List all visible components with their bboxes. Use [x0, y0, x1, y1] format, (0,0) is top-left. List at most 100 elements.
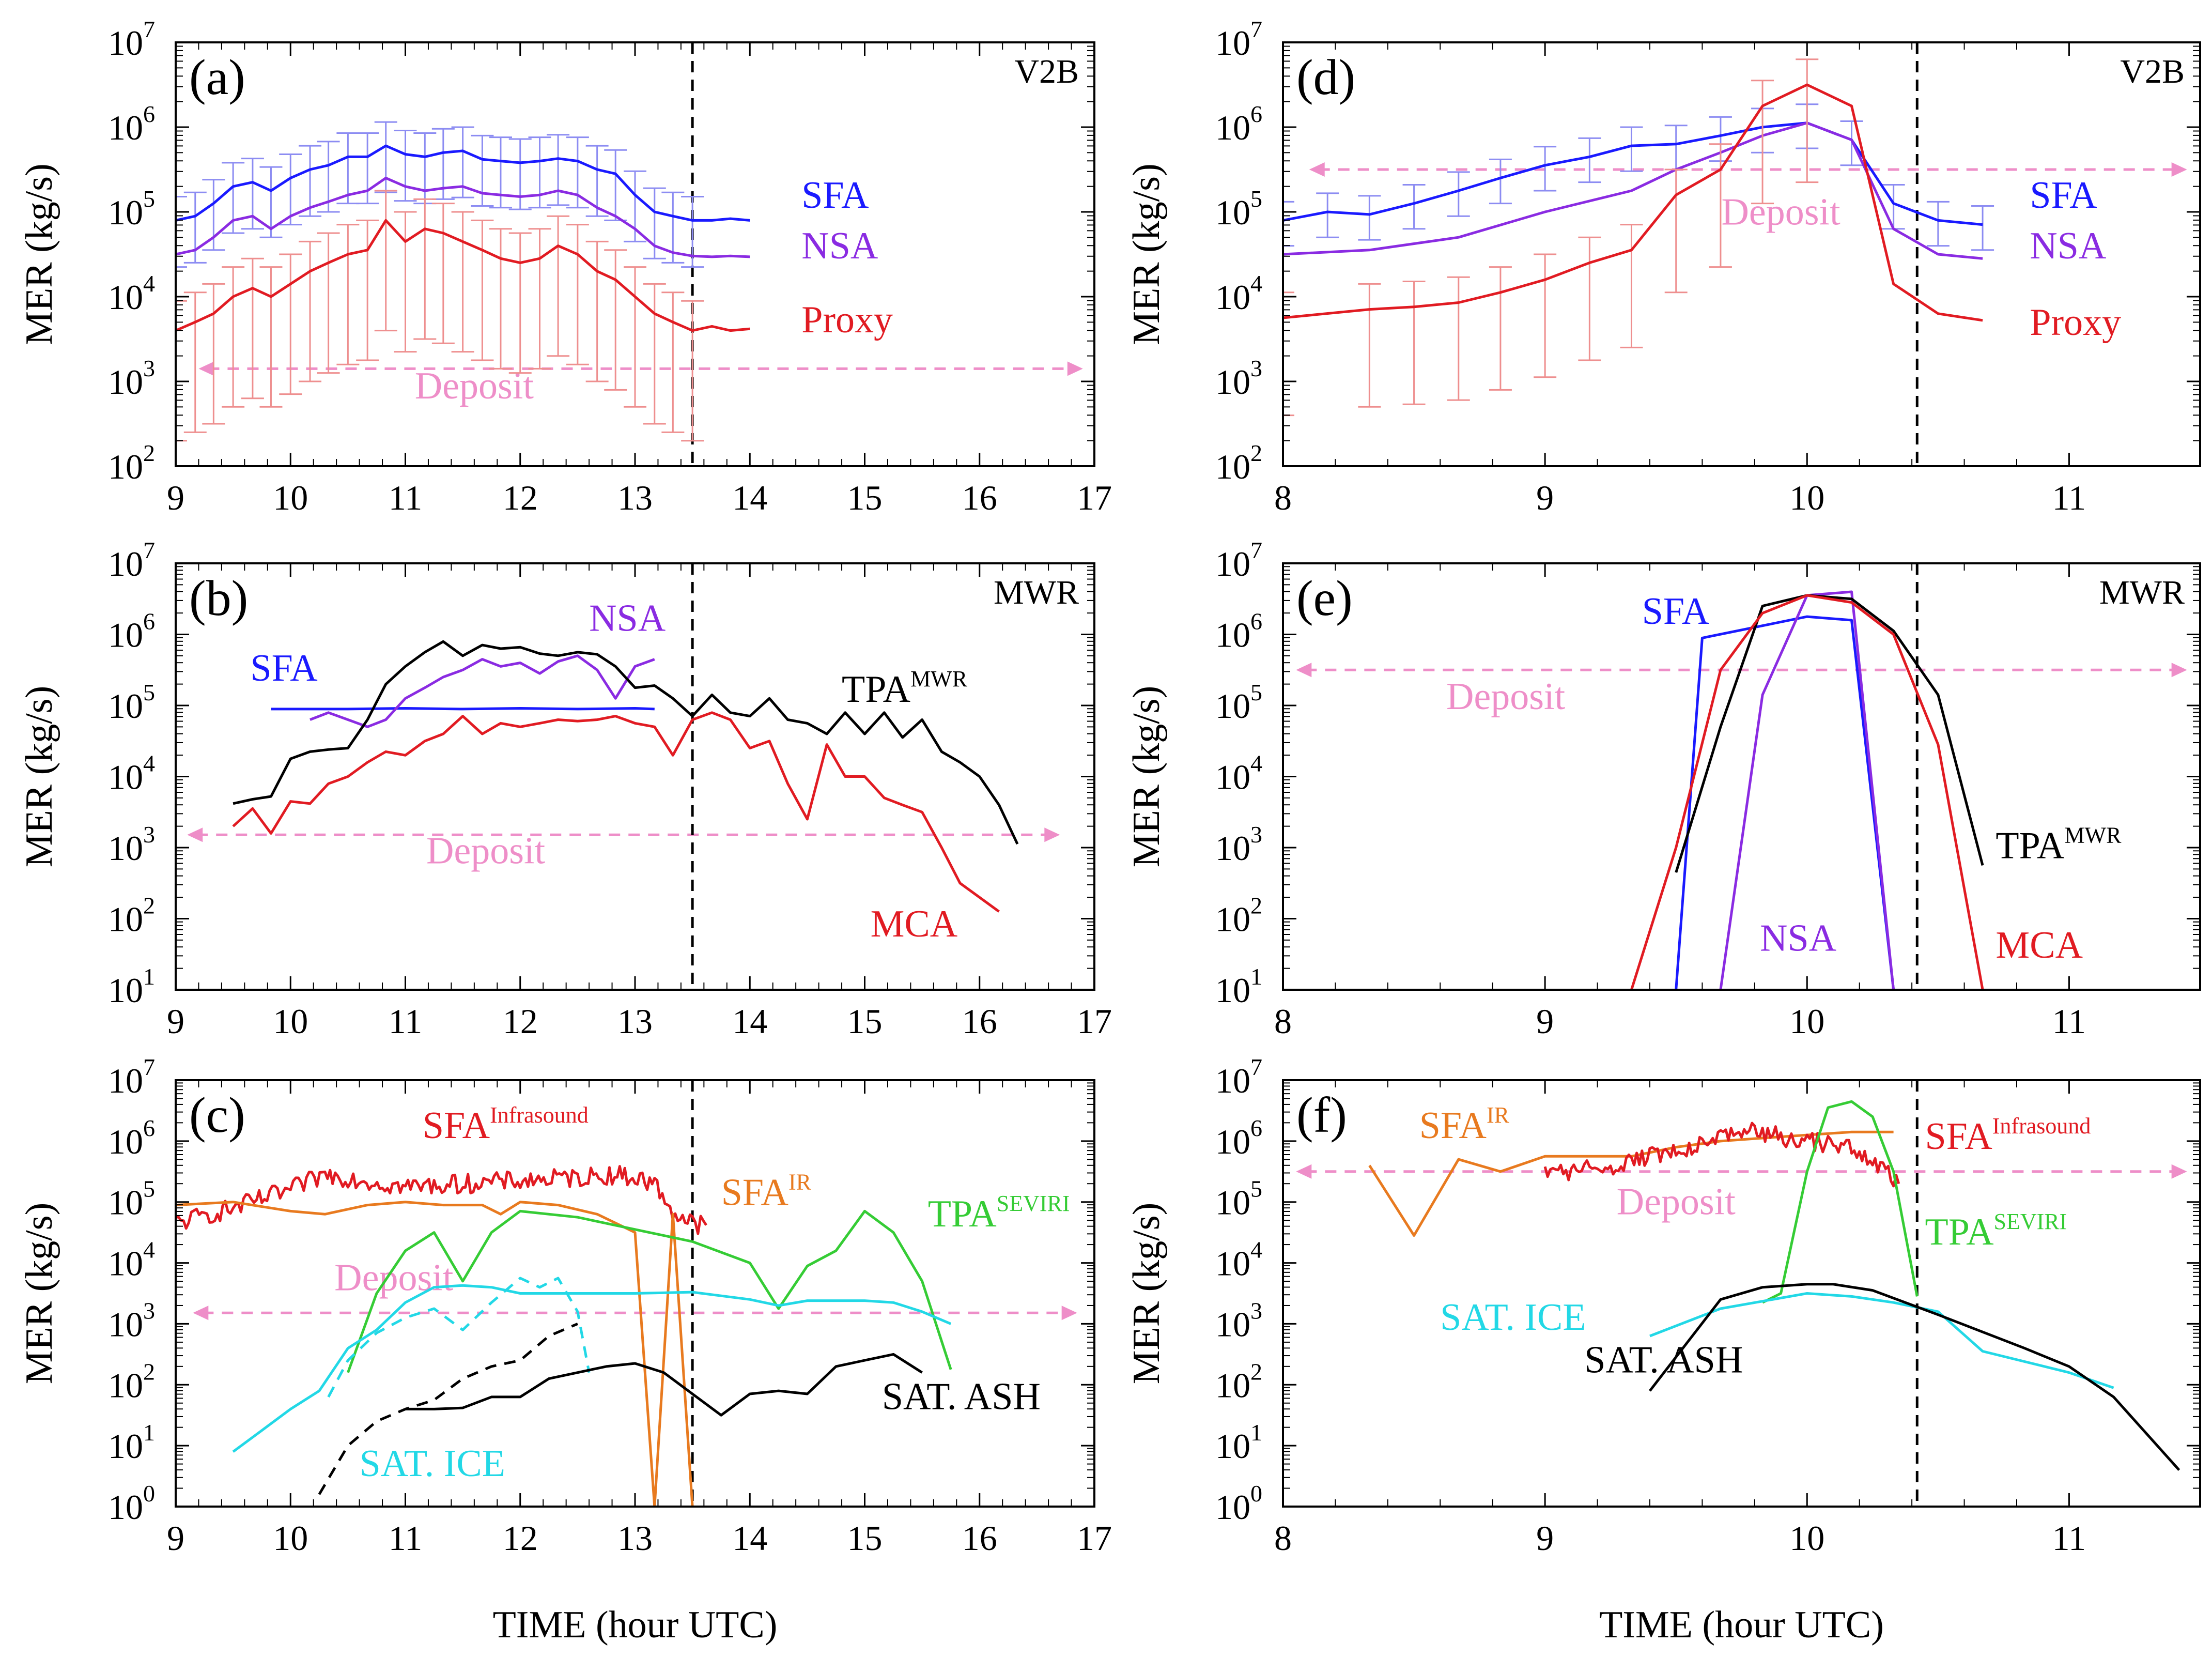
series-line — [176, 219, 750, 332]
y-tick-exponent: 3 — [1250, 1297, 1262, 1324]
deposit-arrow-right — [1067, 361, 1083, 376]
y-tick-exponent: 7 — [1250, 1054, 1262, 1080]
deposit-label: Deposit — [426, 830, 546, 872]
x-tick-label: 15 — [847, 1002, 883, 1041]
y-tick-exponent: 2 — [143, 1358, 155, 1385]
x-tick-label: 11 — [389, 1518, 422, 1558]
deposit-arrow-left — [1296, 1164, 1312, 1179]
y-tick-exponent: 7 — [1250, 537, 1262, 563]
panel-label: (a) — [189, 50, 245, 105]
x-tick-label: 8 — [1274, 1518, 1292, 1558]
series-label: SAT. ASH — [882, 1375, 1041, 1418]
y-tick-exponent: 2 — [1250, 440, 1262, 466]
y-axis-title: MER (kg/s) — [1125, 163, 1168, 345]
y-tick-exponent: 3 — [1250, 355, 1262, 381]
y-tick-label: 107 — [1215, 537, 1262, 584]
series-label-sup: Infrasound — [490, 1102, 589, 1128]
y-tick-exponent: 6 — [1250, 1115, 1262, 1141]
series-line — [233, 640, 1019, 845]
series-label: SAT. ICE — [360, 1442, 505, 1485]
x-tick-label: 11 — [2052, 1518, 2086, 1558]
y-tick-label: 106 — [108, 101, 155, 147]
y-tick-exponent: 7 — [143, 537, 155, 563]
series-line — [176, 176, 750, 258]
y-tick-exponent: 2 — [143, 893, 155, 919]
y-axis-title: MER (kg/s) — [18, 1203, 60, 1385]
deposit-arrow-right — [1061, 1306, 1077, 1321]
x-tick-label: 11 — [389, 478, 422, 517]
x-tick-label: 10 — [1789, 1518, 1824, 1558]
series-line — [1543, 1122, 1900, 1188]
y-tick-exponent: 1 — [1250, 1419, 1262, 1446]
series-line — [1649, 1292, 2114, 1389]
series-label-sup: IR — [1487, 1102, 1510, 1128]
x-tick-label: 17 — [1077, 1518, 1112, 1558]
deposit-label: Deposit — [1721, 191, 1840, 234]
x-tick-label: 12 — [503, 1002, 538, 1041]
series-line — [176, 1165, 707, 1235]
x-tick-label: 17 — [1077, 478, 1112, 517]
x-tick-label: 14 — [732, 478, 767, 517]
x-tick-label: 14 — [732, 1518, 767, 1558]
deposit-arrow-right — [2171, 1164, 2187, 1179]
series-label: TPAMWR — [1996, 823, 2122, 867]
x-tick-label: 14 — [732, 1002, 767, 1041]
series-label: SFA — [1642, 590, 1709, 633]
series-line — [1761, 1100, 1919, 1304]
y-tick-exponent: 2 — [1250, 893, 1262, 919]
y-tick-exponent: 1 — [143, 1419, 155, 1446]
series-line — [310, 654, 655, 728]
x-tick-label: 17 — [1077, 1002, 1112, 1041]
x-tick-label: 9 — [1536, 1518, 1554, 1558]
series-line — [1675, 594, 1984, 873]
deposit-arrow-left — [1309, 162, 1325, 177]
x-axis-title-left: TIME (hour UTC) — [493, 1604, 778, 1646]
series-line — [176, 1201, 694, 1507]
x-tick-label: 9 — [1536, 1002, 1554, 1041]
y-tick-exponent: 1 — [143, 963, 155, 990]
series-label: SAT. ASH — [1584, 1339, 1743, 1381]
series-line — [1368, 1130, 1894, 1237]
series-label: MCA — [871, 903, 958, 945]
panel-label: (e) — [1296, 571, 1353, 626]
y-tick-exponent: 4 — [143, 750, 155, 777]
x-tick-label: 12 — [503, 1518, 538, 1558]
panel-label: (b) — [189, 571, 248, 626]
x-tick-label: 10 — [273, 478, 308, 517]
deposit-arrow-left — [1296, 663, 1312, 678]
y-tick-exponent: 4 — [143, 1237, 155, 1263]
y-axis-title: MER (kg/s) — [1125, 686, 1168, 868]
series-label: SFA — [801, 174, 869, 217]
site-label: MWR — [2099, 574, 2185, 611]
x-tick-label: 10 — [1789, 478, 1824, 517]
y-tick-exponent: 2 — [143, 440, 155, 466]
series-line — [1283, 83, 1983, 322]
series-label: SAT. ICE — [1440, 1296, 1586, 1339]
x-tick-label: 12 — [503, 478, 538, 517]
x-tick-label: 16 — [962, 1002, 997, 1041]
series-line — [232, 711, 1000, 913]
series-label: SFA — [2030, 174, 2097, 217]
y-axis-title: MER (kg/s) — [1125, 1203, 1168, 1385]
x-tick-label: 10 — [1789, 1002, 1824, 1041]
deposit-arrow-left — [193, 1306, 209, 1321]
series-label: SFA — [250, 647, 317, 689]
y-tick-exponent: 2 — [1250, 1358, 1262, 1385]
x-tick-label: 16 — [962, 1518, 997, 1558]
series-label-sup: SEVIRI — [997, 1191, 1070, 1216]
x-tick-label: 11 — [2052, 1002, 2086, 1041]
deposit-arrow-left — [198, 361, 214, 376]
deposit-arrow-right — [1044, 827, 1060, 842]
y-tick-exponent: 3 — [143, 821, 155, 848]
y-tick-exponent: 0 — [143, 1480, 155, 1507]
series-line — [1675, 615, 1895, 990]
y-tick-exponent: 5 — [143, 679, 155, 705]
series-label-sup: Infrasound — [1992, 1113, 2091, 1139]
deposit-label: Deposit — [1446, 676, 1566, 718]
site-label: V2B — [2120, 53, 2185, 90]
